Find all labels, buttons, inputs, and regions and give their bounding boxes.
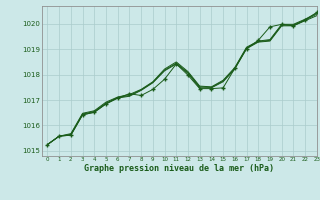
X-axis label: Graphe pression niveau de la mer (hPa): Graphe pression niveau de la mer (hPa)	[84, 164, 274, 173]
